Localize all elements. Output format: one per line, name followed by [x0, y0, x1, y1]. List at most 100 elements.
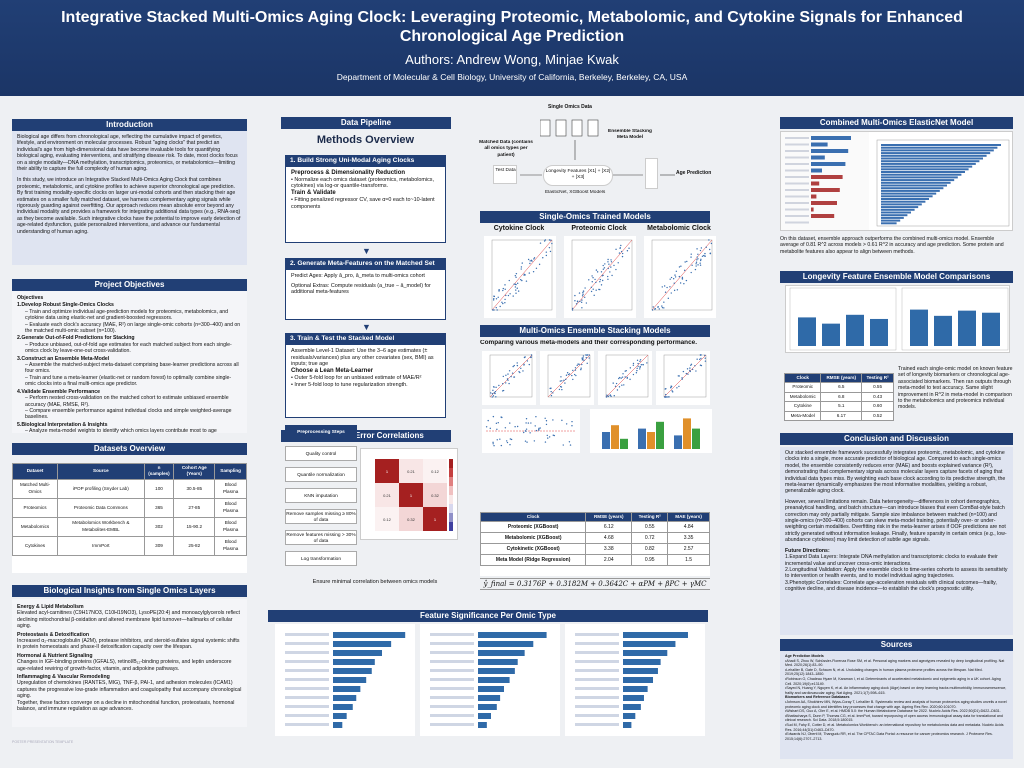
longevity-cell: 0.43 [861, 391, 894, 403]
clock-point [694, 268, 697, 271]
feature-bar [333, 668, 372, 674]
intro-box: Biological age differs from chronologica… [12, 131, 247, 265]
residual-point [509, 422, 511, 424]
meta-point [572, 378, 574, 381]
feature-label-placeholder [285, 714, 329, 717]
clock-point [708, 239, 710, 241]
step1-sub-c: Train & Validate [291, 190, 336, 197]
metatable-cell: Metabolomic (XGBoost) [480, 532, 587, 545]
clock-point [529, 262, 531, 265]
meta-point [574, 369, 577, 371]
residual-point [525, 428, 528, 430]
residual-point [509, 443, 511, 446]
feature-importance-plot [420, 624, 560, 736]
clock-point [701, 255, 704, 257]
dataset-header-cell: n (samples) [143, 463, 175, 480]
clock-point [618, 252, 621, 254]
clock-point [543, 240, 546, 242]
meta-point [666, 396, 668, 398]
residual-point [538, 429, 540, 431]
objective-item: – Analyze meta-model weights to identify… [25, 428, 217, 433]
meta-point [607, 395, 610, 397]
feature-bar [333, 713, 347, 719]
residual-point [500, 444, 503, 447]
feature-label-placeholder [285, 723, 329, 726]
flow-arrows [520, 140, 675, 176]
meta-point [665, 393, 667, 396]
clock-point [609, 271, 611, 273]
combined-coef-label-placeholder [785, 169, 809, 172]
meta-point [646, 362, 648, 364]
longevity-body: Proteomic 6.5 0.55 Metabolomic 6.8 0.43 Cytoki… [784, 382, 894, 422]
affiliation: Department of Molecular & Cell Biology, … [336, 72, 688, 82]
step3-text-c: • Outer 5-fold loop for an unbiased esti… [291, 374, 422, 381]
clock-point [669, 278, 671, 280]
longevity-row: Cytokine 5.1 0.60 [784, 401, 894, 412]
residual-point [495, 422, 498, 425]
combined-coef-label-placeholder [785, 195, 809, 198]
residual-point [533, 440, 536, 442]
heatmap-value: 0.32 [431, 493, 440, 498]
residual-point [552, 434, 554, 436]
meta-point [588, 354, 590, 356]
heatmap-cell [399, 507, 423, 531]
feature-bar [333, 659, 375, 665]
clock-point [621, 255, 624, 258]
objective-item: 2.Generate Out-of-Fold Predictions for S… [17, 335, 135, 342]
feature-label-placeholder [285, 660, 329, 663]
step3-heading: 3. Train & Test the Stacked Model [286, 334, 445, 345]
feature-sig-heading: Feature Significance Per Omic Type [268, 610, 708, 622]
conclusion-heading: Conclusion and Discussion [780, 433, 1013, 445]
clock-point [663, 307, 665, 309]
heatmap-value: 0.12 [383, 517, 392, 522]
meta-point [671, 390, 673, 392]
meta-point [568, 373, 571, 375]
dataset-cell: 25-82 [173, 535, 216, 556]
meta-point [581, 363, 583, 366]
meta-point [690, 364, 692, 366]
meta-model-plot [540, 351, 594, 405]
clock-point [600, 271, 603, 273]
meta-point [636, 359, 639, 362]
meta-point [682, 370, 685, 373]
clock-point [607, 261, 609, 263]
combined-coef-label-placeholder [785, 156, 809, 159]
residual-point [568, 441, 571, 443]
metatable-row: Metabolomic (XGBoost) 4.68 0.72 3.35 [480, 532, 710, 545]
insight-item: Proteostasis & Detoxification [17, 631, 90, 638]
residual-point [514, 426, 516, 428]
residual-point [535, 416, 537, 418]
source-item: Age Prediction Models [785, 654, 824, 658]
combined-importance-bar [881, 154, 987, 157]
feature-bar [478, 668, 515, 674]
metatable-header-cell: Testing R² [631, 512, 669, 523]
meta-point [613, 395, 615, 397]
meta-point [605, 396, 608, 398]
dataset-cell: Blood Plasma [214, 478, 247, 499]
identity-line [547, 354, 591, 398]
residual-point [534, 425, 536, 427]
meta-point [559, 380, 562, 382]
combined-importance-bar [881, 195, 933, 198]
clock-point [571, 309, 574, 311]
meta-point [694, 365, 696, 367]
step2-text-b: Optional Extras: Compute residuals (a_tr… [291, 282, 431, 296]
metatable-row: Proteomic (XGBoost) 6.12 0.55 4.84 [480, 521, 710, 534]
clock-point [680, 265, 682, 267]
longevity-cell: Proteomic [784, 382, 822, 393]
dataset-header-cell: Dataset [12, 463, 59, 480]
objective-item: 5.Biological Interpretation & Insights [17, 421, 108, 428]
combined-importance-bar [881, 203, 922, 206]
meta-point [676, 387, 678, 389]
clock-point [515, 289, 517, 291]
sources-list: Age Prediction Models •Ahadi S, Zhou W, S… [785, 654, 1008, 741]
feature-bar [623, 704, 641, 710]
sources-heading: Sources [780, 639, 1013, 651]
feature-label-placeholder [430, 660, 474, 663]
clock-point [544, 239, 547, 241]
intro-heading: Introduction [12, 119, 247, 131]
insight-item: Hormonal & Nutrient Signaling [17, 652, 93, 659]
metatable-cell: 3.35 [667, 532, 710, 545]
meta-bar [611, 425, 619, 449]
